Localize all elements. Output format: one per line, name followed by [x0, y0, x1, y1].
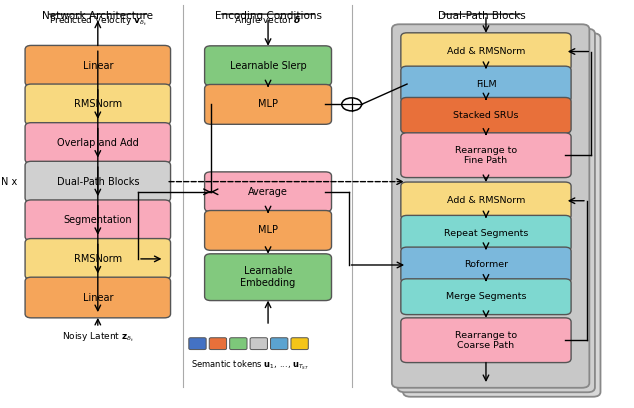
FancyBboxPatch shape	[401, 247, 571, 283]
FancyBboxPatch shape	[25, 45, 171, 86]
FancyBboxPatch shape	[25, 84, 171, 125]
Circle shape	[342, 98, 361, 111]
Text: Add & RMSNorm: Add & RMSNorm	[447, 196, 525, 205]
Text: Dual-Path Blocks: Dual-Path Blocks	[56, 177, 139, 186]
FancyBboxPatch shape	[401, 133, 571, 177]
FancyBboxPatch shape	[392, 24, 590, 388]
Text: Merge Segments: Merge Segments	[446, 292, 526, 301]
FancyBboxPatch shape	[230, 338, 247, 350]
FancyBboxPatch shape	[291, 338, 308, 350]
Text: Rearrange to
Coarse Path: Rearrange to Coarse Path	[455, 330, 517, 350]
FancyBboxPatch shape	[398, 29, 595, 392]
Text: FiLM: FiLM	[476, 80, 496, 89]
Text: Add & RMSNorm: Add & RMSNorm	[447, 47, 525, 56]
Text: Repeat Segments: Repeat Segments	[444, 229, 528, 238]
Text: Network Architecture: Network Architecture	[42, 11, 153, 21]
Text: Dual-Path Blocks: Dual-Path Blocks	[437, 11, 526, 21]
FancyBboxPatch shape	[205, 254, 332, 301]
Text: Learnable Slerp: Learnable Slerp	[230, 61, 306, 71]
FancyBboxPatch shape	[205, 46, 332, 86]
FancyBboxPatch shape	[401, 279, 571, 315]
Text: Linear: Linear	[82, 61, 113, 71]
FancyBboxPatch shape	[25, 161, 171, 202]
FancyBboxPatch shape	[189, 338, 206, 350]
Text: MLP: MLP	[258, 100, 278, 109]
FancyBboxPatch shape	[401, 318, 571, 363]
FancyBboxPatch shape	[403, 33, 600, 397]
Text: Linear: Linear	[82, 293, 113, 302]
Text: RMSNorm: RMSNorm	[74, 254, 122, 264]
Text: Predicted Velocity $\mathbf{v}_{\delta_t}$: Predicted Velocity $\mathbf{v}_{\delta_t…	[49, 15, 147, 29]
FancyBboxPatch shape	[205, 84, 332, 124]
Text: N x: N x	[1, 177, 18, 186]
FancyBboxPatch shape	[25, 239, 171, 279]
Text: Noisy Latent $\mathbf{z}_{\delta_t}$: Noisy Latent $\mathbf{z}_{\delta_t}$	[61, 330, 134, 344]
Text: Overlap and Add: Overlap and Add	[57, 138, 139, 148]
FancyBboxPatch shape	[25, 277, 171, 318]
Text: Stacked SRUs: Stacked SRUs	[453, 111, 519, 120]
FancyBboxPatch shape	[250, 338, 268, 350]
FancyBboxPatch shape	[401, 182, 571, 220]
FancyBboxPatch shape	[401, 33, 571, 70]
FancyBboxPatch shape	[401, 66, 571, 102]
Text: Learnable
Embedding: Learnable Embedding	[240, 266, 295, 288]
FancyBboxPatch shape	[205, 172, 332, 212]
FancyBboxPatch shape	[401, 98, 571, 133]
FancyBboxPatch shape	[401, 215, 571, 251]
FancyBboxPatch shape	[25, 200, 171, 241]
FancyBboxPatch shape	[209, 338, 226, 350]
Text: Average: Average	[248, 187, 288, 197]
FancyBboxPatch shape	[205, 211, 332, 251]
Text: Segmentation: Segmentation	[63, 215, 132, 225]
Text: RMSNorm: RMSNorm	[74, 100, 122, 109]
FancyBboxPatch shape	[25, 123, 171, 163]
FancyBboxPatch shape	[271, 338, 288, 350]
Text: Rearrange to
Fine Path: Rearrange to Fine Path	[455, 146, 517, 165]
Text: Roformer: Roformer	[464, 260, 508, 270]
Text: Encoding Conditions: Encoding Conditions	[214, 11, 321, 21]
Text: Angle vector $\boldsymbol{\delta}$: Angle vector $\boldsymbol{\delta}$	[235, 14, 302, 27]
Text: MLP: MLP	[258, 226, 278, 235]
Text: Semantic tokens $\mathbf{u}_{1}$, ..., $\mathbf{u}_{T_{ST}}$: Semantic tokens $\mathbf{u}_{1}$, ..., $…	[191, 359, 309, 372]
